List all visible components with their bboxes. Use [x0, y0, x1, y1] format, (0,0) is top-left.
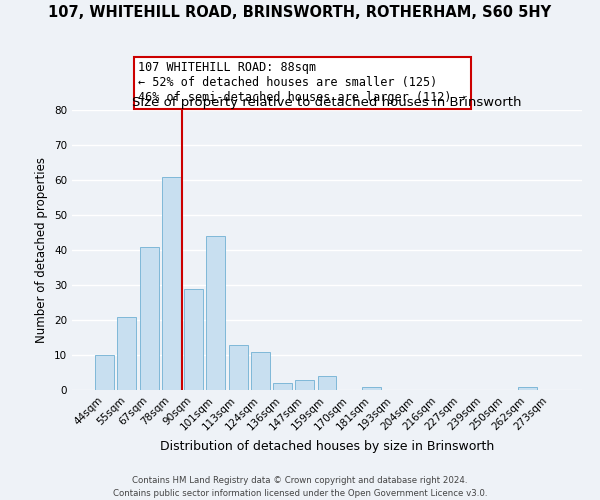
- Y-axis label: Number of detached properties: Number of detached properties: [35, 157, 49, 343]
- Text: Contains HM Land Registry data © Crown copyright and database right 2024.
Contai: Contains HM Land Registry data © Crown c…: [113, 476, 487, 498]
- Bar: [162, 176, 181, 390]
- Bar: [251, 352, 270, 390]
- Bar: [273, 383, 292, 390]
- Title: Size of property relative to detached houses in Brinsworth: Size of property relative to detached ho…: [132, 96, 522, 109]
- Bar: [206, 236, 225, 390]
- Bar: [140, 246, 158, 390]
- Text: 107 WHITEHILL ROAD: 88sqm
← 52% of detached houses are smaller (125)
46% of semi: 107 WHITEHILL ROAD: 88sqm ← 52% of detac…: [139, 62, 466, 104]
- Bar: [229, 344, 248, 390]
- Bar: [118, 316, 136, 390]
- Bar: [518, 386, 536, 390]
- X-axis label: Distribution of detached houses by size in Brinsworth: Distribution of detached houses by size …: [160, 440, 494, 453]
- Bar: [184, 288, 203, 390]
- Bar: [362, 386, 381, 390]
- Bar: [95, 355, 114, 390]
- Bar: [295, 380, 314, 390]
- Text: 107, WHITEHILL ROAD, BRINSWORTH, ROTHERHAM, S60 5HY: 107, WHITEHILL ROAD, BRINSWORTH, ROTHERH…: [49, 5, 551, 20]
- Bar: [317, 376, 337, 390]
